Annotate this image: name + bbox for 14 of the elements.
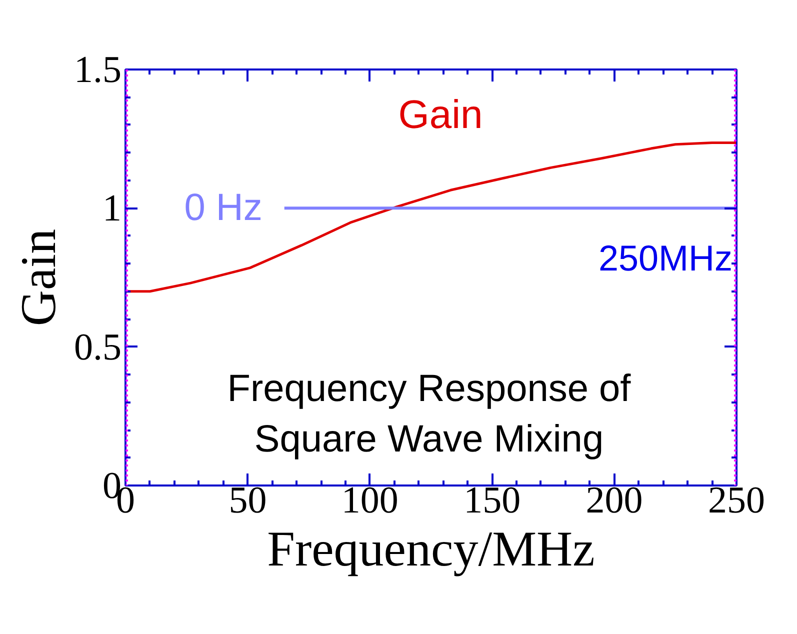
x-tick-label: 250 bbox=[708, 480, 765, 522]
x-tick-label: 50 bbox=[228, 480, 267, 522]
series-label: Gain bbox=[398, 93, 483, 138]
x-tick-label: 200 bbox=[586, 480, 643, 522]
y-tick-label: 1 bbox=[102, 188, 122, 230]
x-tick-label: 150 bbox=[464, 480, 521, 522]
y-tick-label: 1.5 bbox=[74, 49, 122, 91]
annotation: 250MHz bbox=[598, 238, 733, 279]
x-tick-label: 100 bbox=[341, 480, 398, 522]
x-axis-title: Frequency/MHz bbox=[267, 520, 595, 576]
y-axis-title: Gain bbox=[10, 228, 66, 326]
annotation: Frequency Response of Square Wave Mixing bbox=[227, 368, 632, 461]
y-tick-label: 0.5 bbox=[74, 326, 122, 368]
series-label: 0 Hz bbox=[184, 187, 262, 230]
